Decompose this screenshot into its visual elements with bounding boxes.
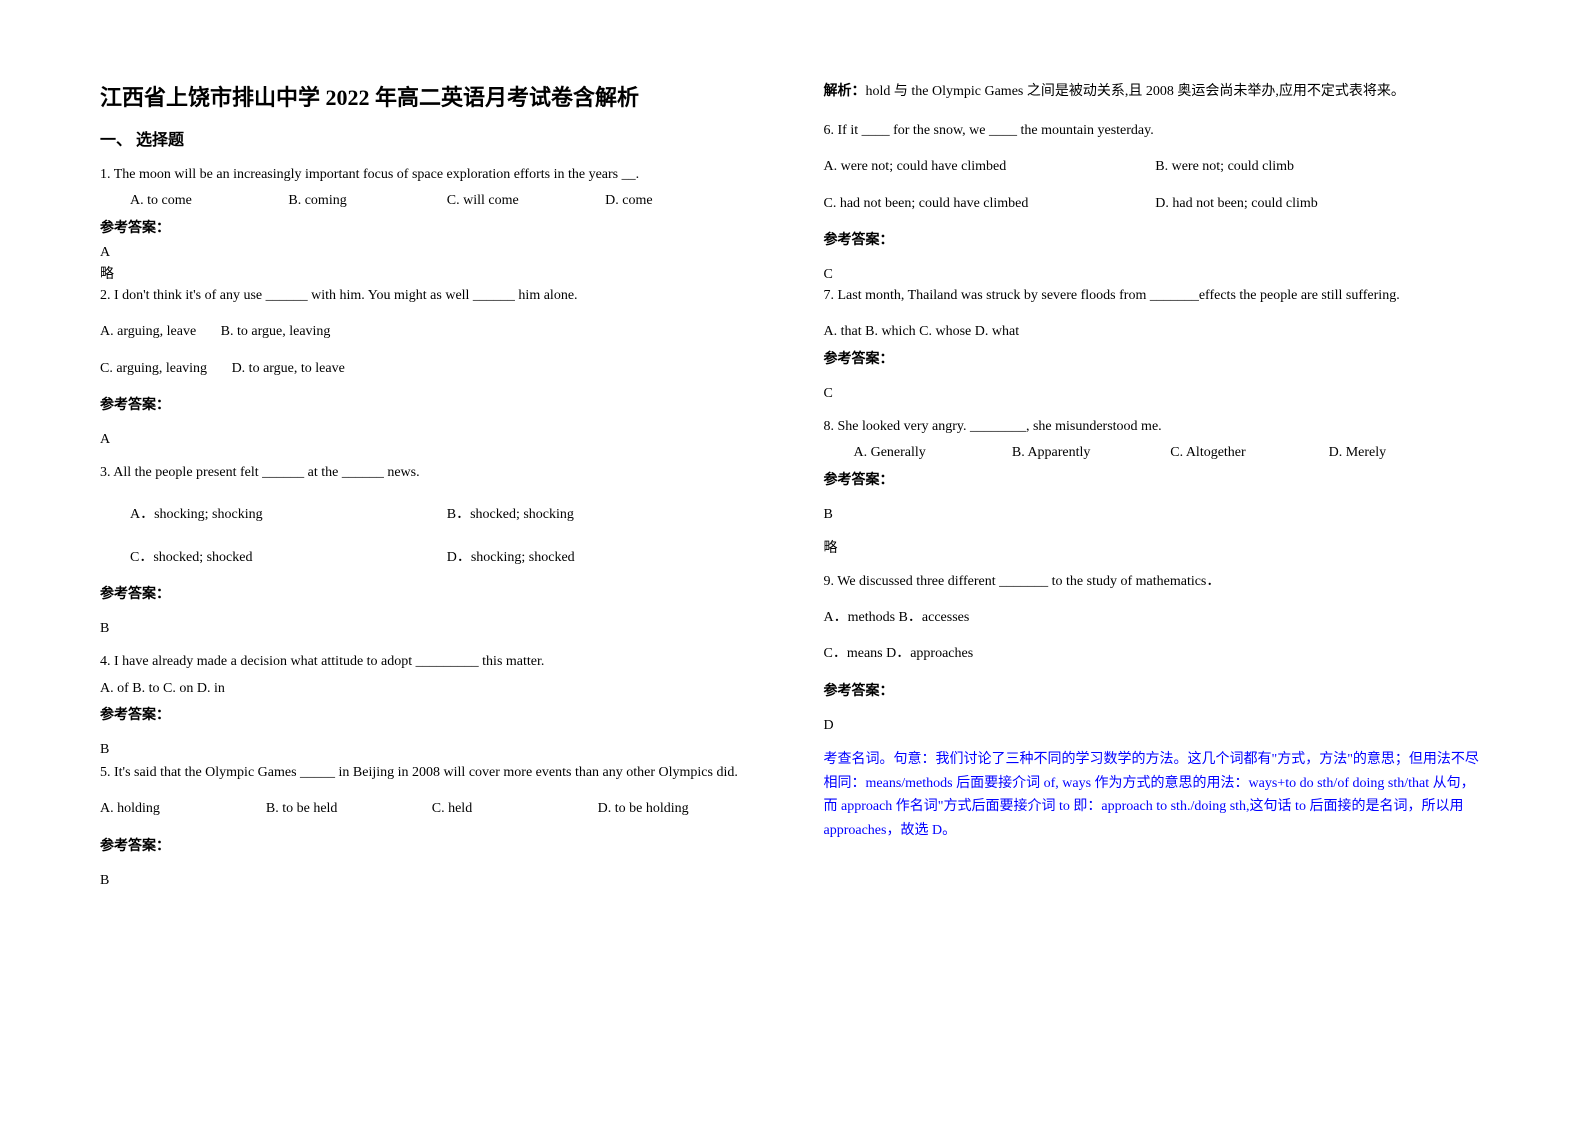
q1-opt-b: B. coming xyxy=(288,190,446,212)
q3-text: 3. All the people present felt ______ at… xyxy=(100,462,764,484)
q8-opt-a: A. Generally xyxy=(854,442,1012,464)
q5-opt-a: A. holding xyxy=(100,798,266,820)
q3-options-row1: A．shocking; shocking B．shocked; shocking xyxy=(130,504,764,526)
q8-note: 略 xyxy=(824,537,1488,557)
q5-text: 5. It's said that the Olympic Games ____… xyxy=(100,762,764,784)
q9-explanation: 考查名词。句意：我们讨论了三种不同的学习数学的方法。这几个词都有"方式，方法"的… xyxy=(824,748,1488,843)
q9-answer: D xyxy=(824,718,1488,734)
q9-options-ab: A．methods B．accesses xyxy=(824,607,1488,629)
q5-answer-label: 参考答案： xyxy=(100,835,764,855)
q6-options-row2: C. had not been; could have climbed D. h… xyxy=(824,193,1488,215)
q8-answer-label: 参考答案： xyxy=(824,469,1488,489)
q3-opt-a: A．shocking; shocking xyxy=(130,504,447,526)
q7-answer-label: 参考答案： xyxy=(824,348,1488,368)
q3-options-row2: C．shocked; shocked D．shocking; shocked xyxy=(130,547,764,569)
q6-opt-d: D. had not been; could climb xyxy=(1155,193,1487,215)
q2-options-row1: A. arguing, leave B. to argue, leaving xyxy=(100,321,764,343)
left-column: 江西省上饶市排山中学 2022 年高二英语月考试卷含解析 一、 选择题 1. T… xyxy=(100,80,764,1042)
q2-opt-d: D. to argue, to leave xyxy=(232,361,345,376)
q5-opt-c: C. held xyxy=(432,798,598,820)
q6-opt-c: C. had not been; could have climbed xyxy=(824,193,1156,215)
q4-answer-label: 参考答案： xyxy=(100,704,764,724)
q8-text: 8. She looked very angry. ________, she … xyxy=(824,416,1488,438)
q5-options: A. holding B. to be held C. held D. to b… xyxy=(100,798,764,820)
q4-text: 4. I have already made a decision what a… xyxy=(100,651,764,673)
q8-opt-c: C. Altogether xyxy=(1170,442,1328,464)
q2-opt-b: B. to argue, leaving xyxy=(221,324,331,339)
q1-answer-label: 参考答案： xyxy=(100,217,764,237)
q1-options: A. to come B. coming C. will come D. com… xyxy=(130,190,764,212)
q5-opt-d: D. to be holding xyxy=(598,798,764,820)
q5-explanation: 解析：解析：hold 与 the Olympic Games 之间是被动关系,且… xyxy=(824,80,1488,104)
q2-text: 2. I don't think it's of any use ______ … xyxy=(100,285,764,307)
q3-answer: B xyxy=(100,621,764,637)
q3-opt-c: C．shocked; shocked xyxy=(130,547,447,569)
q1-opt-a: A. to come xyxy=(130,190,288,212)
q5-answer: B xyxy=(100,873,764,889)
q8-opt-b: B. Apparently xyxy=(1012,442,1170,464)
q6-opt-b: B. were not; could climb xyxy=(1155,156,1487,178)
q2-options-row2: C. arguing, leaving D. to argue, to leav… xyxy=(100,358,764,380)
q6-answer: C xyxy=(824,267,1488,283)
q4-options: A. of B. to C. on D. in xyxy=(100,678,764,700)
q3-opt-b: B．shocked; shocking xyxy=(447,504,764,526)
q5-opt-b: B. to be held xyxy=(266,798,432,820)
q7-options: A. that B. which C. whose D. what xyxy=(824,321,1488,343)
q3-opt-d: D．shocking; shocked xyxy=(447,547,764,569)
q6-text: 6. If it ____ for the snow, we ____ the … xyxy=(824,120,1488,142)
q2-answer-label: 参考答案： xyxy=(100,394,764,414)
q9-answer-label: 参考答案： xyxy=(824,680,1488,700)
q6-answer-label: 参考答案： xyxy=(824,229,1488,249)
q1-answer: A xyxy=(100,245,764,261)
q8-answer: B xyxy=(824,507,1488,523)
q2-opt-a: A. arguing, leave xyxy=(100,324,196,339)
right-column: 解析：解析：hold 与 the Olympic Games 之间是被动关系,且… xyxy=(824,80,1488,1042)
q9-text: 9. We discussed three different _______ … xyxy=(824,571,1488,593)
q9-options-cd: C．means D．approaches xyxy=(824,643,1488,665)
q4-answer: B xyxy=(100,742,764,758)
section-header: 一、 选择题 xyxy=(100,126,764,150)
q2-opt-c: C. arguing, leaving xyxy=(100,361,207,376)
q6-options-row1: A. were not; could have climbed B. were … xyxy=(824,156,1488,178)
q7-text: 7. Last month, Thailand was struck by se… xyxy=(824,285,1488,307)
exam-title: 江西省上饶市排山中学 2022 年高二英语月考试卷含解析 xyxy=(100,80,764,112)
q2-answer: A xyxy=(100,432,764,448)
q1-text: 1. The moon will be an increasingly impo… xyxy=(100,164,764,186)
q1-opt-d: D. come xyxy=(605,190,763,212)
q6-opt-a: A. were not; could have climbed xyxy=(824,156,1156,178)
q3-answer-label: 参考答案： xyxy=(100,583,764,603)
q7-answer: C xyxy=(824,386,1488,402)
q8-options: A. Generally B. Apparently C. Altogether… xyxy=(854,442,1488,464)
q1-note: 略 xyxy=(100,263,764,283)
q1-opt-c: C. will come xyxy=(447,190,605,212)
q8-opt-d: D. Merely xyxy=(1329,442,1487,464)
